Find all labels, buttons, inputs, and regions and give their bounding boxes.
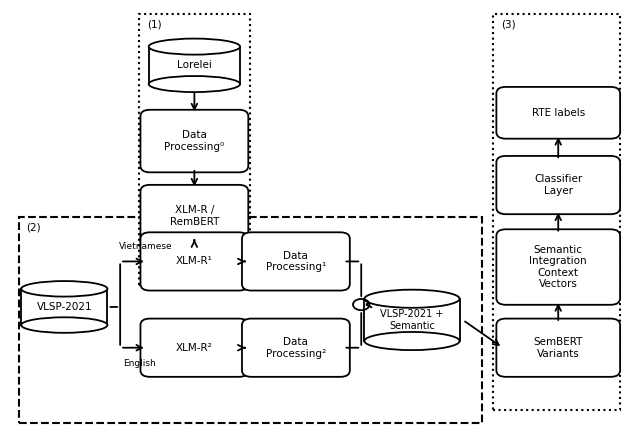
Text: Data
Processing¹: Data Processing¹ [266,251,326,272]
FancyBboxPatch shape [497,87,620,139]
Text: XLM-R¹: XLM-R¹ [176,257,213,267]
Ellipse shape [148,38,240,55]
FancyBboxPatch shape [140,319,248,377]
Bar [364,299,460,341]
Text: Classifier
Layer: Classifier Layer [534,174,582,196]
Text: Semantic
Integration
Context
Vectors: Semantic Integration Context Vectors [529,245,587,289]
FancyBboxPatch shape [140,110,248,172]
Text: VLSP-2021: VLSP-2021 [36,302,92,312]
Text: (1): (1) [147,20,161,30]
Text: Vietnamese: Vietnamese [118,242,172,251]
Text: XLM-R²: XLM-R² [176,343,212,353]
FancyBboxPatch shape [140,232,248,291]
Text: English: English [123,358,156,368]
Text: (2): (2) [26,222,41,232]
Text: XLM-R /
RemBERT: XLM-R / RemBERT [170,205,219,227]
Text: (3): (3) [501,20,515,30]
Text: Lorelei: Lorelei [177,60,212,70]
Ellipse shape [364,290,460,308]
FancyBboxPatch shape [497,319,620,377]
Ellipse shape [21,317,108,333]
Bar [139,14,250,285]
Text: VLSP-2021 +
Semantic: VLSP-2021 + Semantic [380,309,444,331]
Text: Data
Processing⁰: Data Processing⁰ [164,130,225,152]
Text: SemBERT
Variants: SemBERT Variants [534,337,583,358]
FancyBboxPatch shape [140,185,248,247]
FancyBboxPatch shape [497,229,620,305]
Bar [19,217,482,423]
FancyBboxPatch shape [242,319,350,377]
Ellipse shape [21,281,108,297]
Bar [148,47,240,84]
FancyBboxPatch shape [242,232,350,291]
Ellipse shape [364,332,460,350]
Bar [21,289,108,325]
FancyBboxPatch shape [497,156,620,214]
Text: Data
Processing²: Data Processing² [266,337,326,358]
Ellipse shape [148,76,240,92]
Bar [493,14,620,410]
Text: RTE labels: RTE labels [532,108,585,118]
